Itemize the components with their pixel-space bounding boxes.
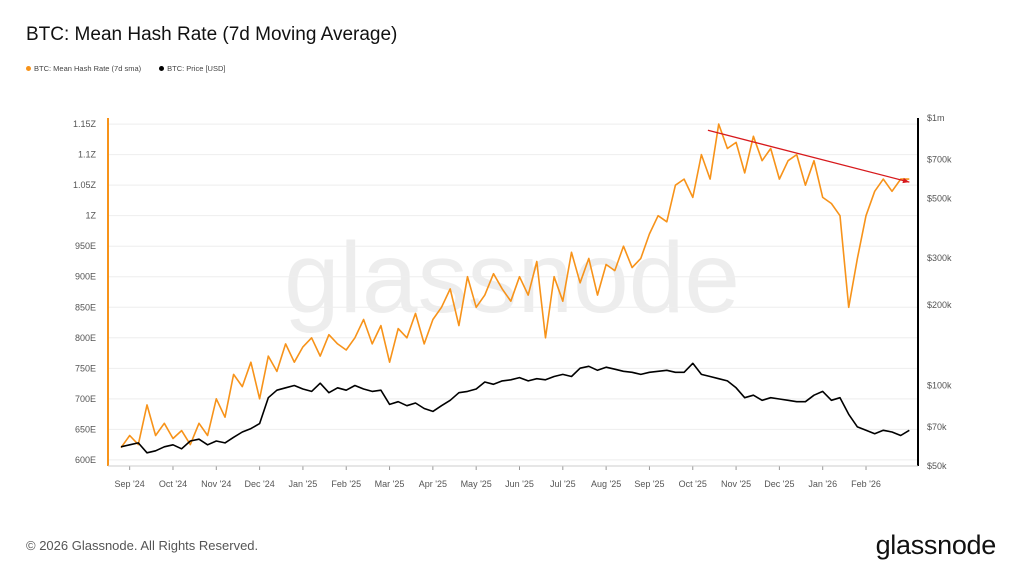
x-tick-label: Mar '25 [375,479,405,489]
x-tick-label: Feb '25 [331,479,361,489]
grid [108,123,918,461]
y-right-tick-label: $50k [927,461,947,471]
x-tick-label: Aug '25 [591,479,621,489]
series-line-price [120,362,910,454]
x-tick-label: Apr '25 [419,479,447,489]
legend-dot-price [159,66,165,71]
x-tick-label: May '25 [461,479,492,489]
chart-title: BTC: Mean Hash Rate (7d Moving Average) [26,24,398,45]
y-left-tick-label: 900E [75,272,96,282]
y-right-tick-label: $500k [927,194,952,204]
x-tick-label: Dec '24 [244,479,274,489]
x-tick-label: Jan '26 [808,479,837,489]
y-right-tick-label: $1m [927,113,945,123]
legend-item-price[interactable]: BTC: Price [USD] [159,64,225,73]
x-tick-label: Sep '24 [115,479,145,489]
y-left-tick-label: 950E [75,241,96,251]
x-tick-label: Oct '24 [159,479,187,489]
x-tick-label: Oct '25 [679,479,707,489]
y-left-tick-label: 1.15Z [73,119,97,129]
legend-item-hash-rate[interactable]: BTC: Mean Hash Rate (7d sma) [26,64,141,73]
legend: BTC: Mean Hash Rate (7d sma) BTC: Price … [26,64,225,73]
axes: 600E 650E 700E 750E 800E 850E 900E 950E 1Z 1.05Z 1… [73,113,952,489]
x-tick-label: Jan '25 [289,479,318,489]
x-tick-label: Jul '25 [550,479,576,489]
y-right-tick-label: $70k [927,422,947,432]
legend-dot-hash-rate [26,66,31,71]
x-tick-label: Dec '25 [764,479,794,489]
watermark: glassnode [284,222,740,334]
trend-arrow-head [902,177,910,184]
y-right-tick-label: $100k [927,380,952,390]
y-right-tick-label: $700k [927,154,952,164]
y-left-tick-label: 750E [75,363,96,373]
y-left-tick-label: 1.1Z [78,150,97,160]
y-left-tick-label: 600E [75,455,96,465]
trend-arrow-line [707,129,910,183]
x-tick-label: Nov '24 [201,479,231,489]
x-tick-label: Feb '26 [851,479,881,489]
copyright-footer: © 2026 Glassnode. All Rights Reserved. [26,538,259,553]
x-tick-label: Nov '25 [721,479,751,489]
y-right-tick-label: $300k [927,253,952,263]
y-left-tick-label: 1.05Z [73,180,97,190]
annotations [707,129,910,184]
series-line-hash-rate [120,123,910,449]
legend-label-price: BTC: Price [USD] [167,64,226,73]
series-group [120,123,910,454]
y-left-tick-label: 1Z [85,211,96,221]
x-tick-label: Sep '25 [634,479,664,489]
x-tick-label: Jun '25 [505,479,534,489]
y-right-tick-label: $200k [927,300,952,310]
brand-logo: glassnode [875,530,997,560]
y-left-tick-label: 700E [75,394,96,404]
y-left-tick-label: 650E [75,424,96,434]
legend-label-hash-rate: BTC: Mean Hash Rate (7d sma) [34,64,142,73]
y-left-tick-label: 800E [75,333,96,343]
y-left-tick-label: 850E [75,302,96,312]
